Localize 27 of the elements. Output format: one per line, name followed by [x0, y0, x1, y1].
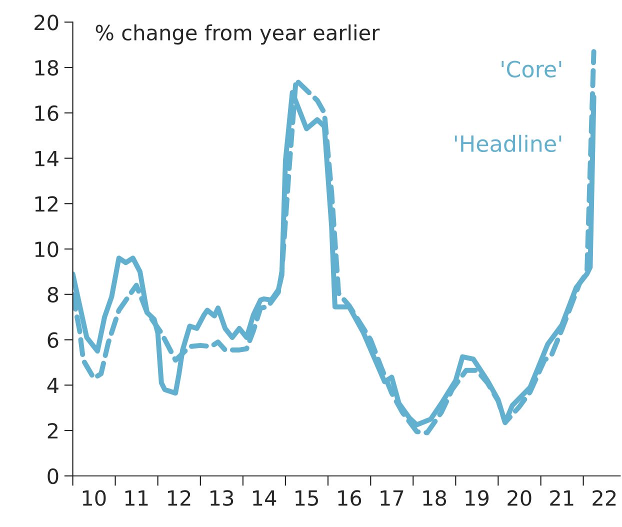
series-label: 'Core' — [502, 60, 562, 78]
x-tick-label: 10 — [82, 490, 106, 506]
x-tick-label: 16 — [338, 490, 362, 506]
y-tick-label: 2 — [48, 422, 58, 438]
y-tick-label: 8 — [48, 286, 58, 303]
y-tick-label: 16 — [35, 105, 58, 122]
x-tick-label: 18 — [423, 490, 446, 506]
x-tick-label: 13 — [210, 490, 234, 506]
y-tick-label: 4 — [47, 378, 58, 394]
y-tick-label: 18 — [35, 60, 58, 76]
y-tick-label: 10 — [35, 241, 58, 258]
x-tick-label: 20 — [508, 490, 532, 506]
x-tick-label: 22 — [592, 490, 616, 506]
y-tick-label: 0 — [48, 468, 58, 484]
y-tick-label: 12 — [35, 196, 58, 212]
x-tick-label: 11 — [125, 490, 148, 506]
x-tick-label: 19 — [466, 490, 489, 506]
x-tick-label: 15 — [296, 490, 318, 506]
series-label: 'Headline' — [454, 134, 562, 152]
y-tick-label: 20 — [34, 14, 58, 30]
x-tick-label: 12 — [168, 490, 190, 506]
y-tick-label: 6 — [48, 332, 58, 348]
x-tick-label: 14 — [253, 490, 276, 506]
x-tick-label: 17 — [380, 490, 404, 506]
y-tick-label: 14 — [35, 150, 58, 166]
x-tick-label: 21 — [550, 490, 574, 506]
chart-title: % change from year earlier — [96, 24, 380, 45]
